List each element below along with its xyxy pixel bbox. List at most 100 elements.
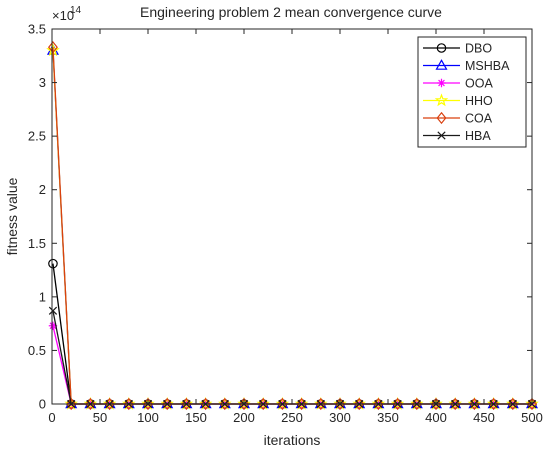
data-point-coa	[181, 397, 192, 411]
data-point-hho	[141, 396, 155, 410]
legend-marker	[435, 59, 448, 70]
legend-label: OOA	[465, 77, 493, 91]
x-tick-label: 50	[93, 410, 107, 425]
data-point-coa	[104, 397, 115, 411]
data-point-dbo	[48, 258, 58, 269]
data-point-hho	[486, 396, 501, 410]
data-point-hho	[525, 396, 539, 410]
chart-title: Engineering problem 2 mean convergence c…	[140, 4, 442, 20]
x-tick-label: 200	[233, 410, 255, 425]
data-point-coa	[354, 397, 365, 411]
data-point-coa	[450, 397, 461, 411]
data-point-hho	[467, 396, 482, 410]
data-point-coa	[296, 397, 307, 411]
data-point-coa	[258, 397, 269, 411]
data-point-hho	[294, 396, 309, 410]
data-point-coa	[85, 397, 96, 411]
legend-marker	[436, 111, 447, 125]
y-exponent-power: 14	[70, 5, 82, 16]
legend-marker	[436, 43, 447, 53]
data-point-hho	[390, 396, 405, 410]
data-point-coa	[123, 397, 134, 411]
data-point-coa	[373, 397, 384, 411]
data-point-coa	[469, 397, 480, 411]
data-point-hho	[102, 396, 117, 410]
data-point-coa	[200, 397, 211, 411]
data-point-hba	[48, 306, 58, 315]
data-point-hho	[448, 396, 462, 410]
legend-label: COA	[465, 112, 493, 126]
data-point-coa	[335, 397, 345, 411]
x-tick-label: 150	[185, 410, 207, 425]
legend-label: DBO	[465, 42, 492, 56]
data-point-ooa	[48, 321, 58, 330]
x-tick-label: 450	[473, 410, 495, 425]
data-point-hho	[160, 396, 174, 410]
data-point-hho	[64, 396, 78, 410]
y-tick-label: 0	[39, 397, 46, 412]
data-point-coa	[162, 397, 173, 411]
data-point-hho	[429, 396, 443, 410]
data-point-hho	[371, 396, 386, 410]
y-tick-label: 2.5	[28, 129, 46, 144]
x-tick-label: 100	[137, 410, 159, 425]
legend-entry-mshba: MSHBA	[423, 59, 510, 73]
y-tick-label: 1.5	[28, 236, 46, 251]
y-tick-label: 3	[39, 75, 46, 90]
data-point-hho	[275, 396, 290, 410]
legend-entry-hba: HBA	[423, 129, 491, 143]
y-tick-label: 2	[39, 182, 46, 197]
data-point-coa	[488, 397, 499, 411]
data-point-coa	[431, 397, 441, 411]
data-point-hho	[314, 396, 328, 410]
x-tick-label: 400	[425, 410, 447, 425]
legend-label: HBA	[465, 129, 491, 143]
data-point-coa	[392, 397, 403, 411]
legend-label: HHO	[465, 94, 493, 108]
x-tick-label: 350	[377, 410, 399, 425]
legend: DBO MSHBA OOA HHO COA HBA	[417, 36, 527, 148]
data-point-hho	[506, 396, 520, 410]
data-point-coa	[66, 397, 77, 411]
axes-layer: 0 50 100 150 200 250 300 350 400 450 500 0 0.5 1 1.5 2 2…	[28, 22, 543, 426]
data-point-hho	[352, 396, 366, 410]
data-point-hho	[122, 396, 136, 410]
y-tick-label: 0.5	[28, 343, 46, 358]
legend-entry-coa: COA	[423, 112, 493, 126]
data-point-coa	[315, 397, 326, 411]
data-point-hho	[198, 396, 213, 410]
data-point-hho	[83, 396, 98, 410]
legend-marker	[437, 78, 446, 88]
legend-label: MSHBA	[465, 59, 510, 73]
y-tick-label: 1	[39, 289, 46, 304]
y-exponent-base: ×10	[52, 8, 74, 23]
legend-marker	[437, 131, 446, 140]
data-point-coa	[143, 397, 153, 411]
x-tick-label: 300	[329, 410, 351, 425]
data-point-coa	[239, 397, 249, 411]
data-point-coa	[277, 397, 288, 411]
x-tick-label: 250	[281, 410, 303, 425]
data-point-coa	[507, 397, 518, 411]
y-exponent: ×10 14	[52, 5, 82, 23]
data-point-coa	[219, 397, 230, 411]
legend-entry-dbo: DBO	[423, 42, 492, 56]
data-point-hho	[333, 396, 347, 410]
x-tick-label: 0	[48, 410, 55, 425]
x-axis-label: iterations	[264, 432, 321, 448]
data-point-coa	[527, 397, 537, 411]
data-point-hho	[237, 396, 251, 410]
data-point-hho	[256, 396, 270, 410]
legend-box	[417, 36, 527, 148]
data-point-coa	[47, 41, 58, 54]
legend-marker	[434, 93, 449, 107]
y-tick-label: 3.5	[28, 22, 46, 37]
legend-entry-hho: HHO	[423, 93, 493, 108]
data-point-hho	[179, 396, 194, 410]
data-point-coa	[411, 397, 422, 411]
x-tick-label: 500	[521, 410, 543, 425]
data-point-hho	[218, 396, 232, 410]
legend-entry-ooa: OOA	[423, 77, 493, 91]
data-point-hho	[410, 396, 424, 410]
